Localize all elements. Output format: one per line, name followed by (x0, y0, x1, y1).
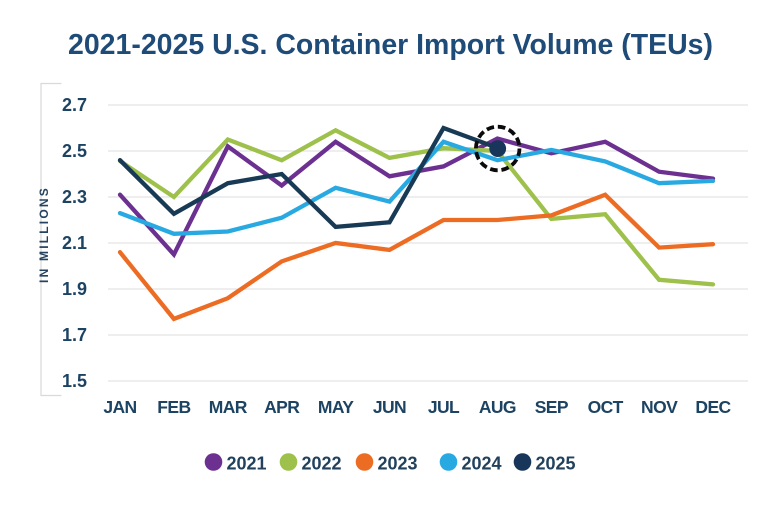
svg-text:2023: 2023 (378, 454, 418, 474)
svg-text:2021-2025 U.S. Container Impor: 2021-2025 U.S. Container Import Volume (… (68, 29, 713, 61)
svg-text:SEP: SEP (535, 397, 569, 417)
svg-text:2022: 2022 (302, 454, 342, 474)
svg-text:1.7: 1.7 (62, 325, 87, 345)
svg-text:2021: 2021 (227, 454, 267, 474)
svg-text:2.3: 2.3 (62, 187, 87, 207)
svg-text:2.1: 2.1 (62, 233, 87, 253)
svg-text:2.7: 2.7 (62, 95, 87, 115)
svg-text:2025: 2025 (536, 454, 576, 474)
svg-text:JAN: JAN (103, 397, 136, 417)
svg-text:1.5: 1.5 (62, 371, 87, 391)
svg-text:JUL: JUL (428, 397, 460, 417)
svg-text:2.5: 2.5 (62, 141, 87, 161)
svg-text:MAY: MAY (318, 397, 354, 417)
svg-text:OCT: OCT (588, 397, 624, 417)
svg-text:NOV: NOV (641, 397, 678, 417)
svg-text:1.9: 1.9 (62, 279, 87, 299)
svg-text:AUG: AUG (479, 397, 516, 417)
svg-text:JUN: JUN (373, 397, 406, 417)
svg-text:FEB: FEB (157, 397, 190, 417)
svg-text:2024: 2024 (462, 454, 502, 474)
svg-text:MAR: MAR (209, 397, 248, 417)
svg-text:APR: APR (264, 397, 300, 417)
svg-text:DEC: DEC (695, 397, 731, 417)
svg-text:IN MILLIONS: IN MILLIONS (37, 186, 51, 283)
